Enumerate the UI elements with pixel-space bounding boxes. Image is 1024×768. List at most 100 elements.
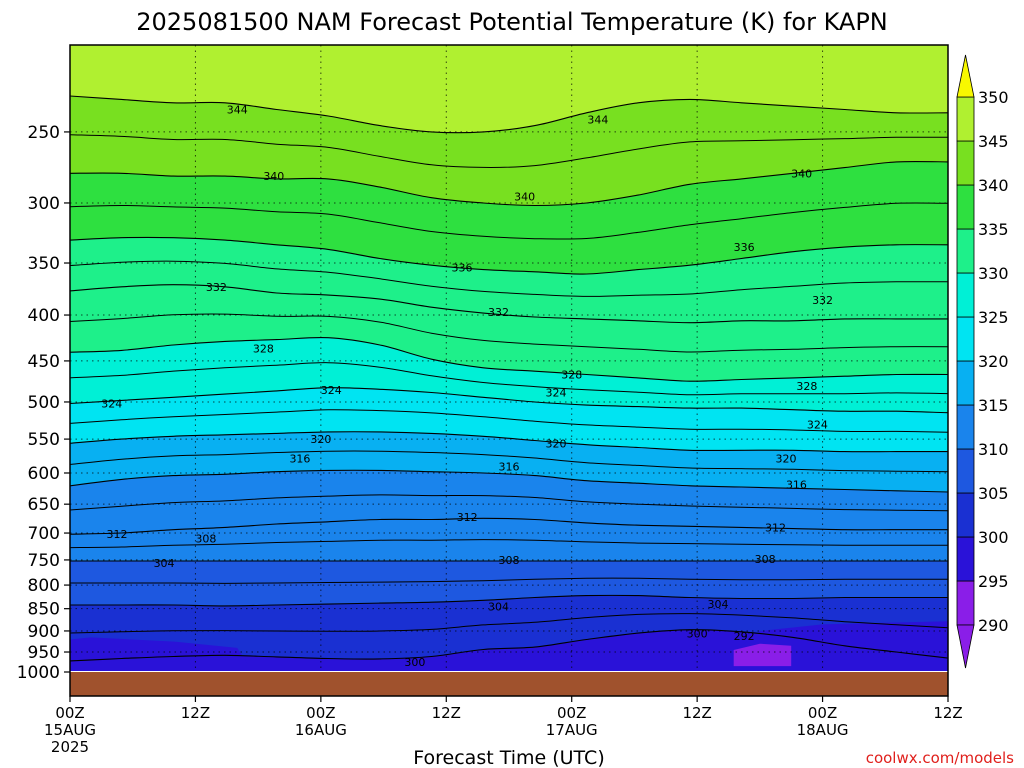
contour-lines: [70, 95, 948, 662]
x-tick-label: 00Z: [808, 704, 837, 722]
colorbar-label: 320: [978, 352, 1009, 371]
colorbar-top-arrow: [956, 54, 975, 98]
y-tick-label: 300: [28, 194, 60, 214]
contour-labels: 344 340 344 340 340 336 336 332 332 332 328 328 328 3…: [101, 103, 833, 669]
contour-label: 320: [546, 437, 567, 450]
isotherm-324: [70, 387, 948, 414]
contour-label: 336: [451, 261, 472, 274]
contour-label: 312: [457, 511, 478, 524]
colorbar-label: 345: [978, 132, 1009, 151]
colorbar-segment: [956, 580, 975, 626]
colorbar-bottom-arrow: [956, 624, 975, 669]
cold-pool-2: [739, 621, 948, 667]
isotherm-332: [70, 284, 948, 324]
contour-label: 292: [734, 630, 755, 643]
x-tick-label: 12Z: [432, 704, 461, 722]
contour-label: 312: [765, 521, 786, 534]
isotherm-326: [70, 362, 948, 396]
contour-label: 324: [101, 398, 122, 411]
contour-label: 336: [734, 241, 755, 254]
contour-label: 324: [807, 419, 828, 432]
isotherm-322: [70, 409, 948, 433]
colorbar-label: 340: [978, 176, 1009, 195]
y-tick-label: 650: [28, 495, 60, 515]
colorbar-label: 325: [978, 308, 1009, 327]
colorbar-segment: [956, 140, 975, 186]
isotherm-300: [70, 629, 948, 662]
colorbar-label: 335: [978, 220, 1009, 239]
plot-frame: [69, 44, 949, 697]
colorbar-segment: [956, 96, 975, 142]
contour-label: 304: [488, 600, 509, 613]
x-tick-label: 17AUG: [546, 721, 598, 739]
y-tick-label: 750: [28, 551, 60, 571]
grid-lines: [70, 45, 948, 671]
colorbar-segment: [956, 360, 975, 406]
colorbar-segment: [956, 272, 975, 318]
contour-label: 324: [321, 384, 342, 397]
y-tick-label: 350: [28, 254, 60, 274]
y-tick-label: 550: [28, 430, 60, 450]
y-tick-label: 500: [28, 393, 60, 413]
contour-label: 300: [404, 656, 425, 669]
colorbar-label: 295: [978, 572, 1009, 591]
y-tick-label: 700: [28, 524, 60, 544]
x-tick-label: 16AUG: [295, 721, 347, 739]
colorbar-label: 300: [978, 528, 1009, 547]
contour-label: 328: [253, 343, 274, 356]
x-axis-label: Forecast Time (UTC): [413, 747, 604, 768]
contour-label: 328: [796, 380, 817, 393]
isotherm-304: [70, 594, 948, 607]
contour-label: 316: [289, 452, 310, 465]
contour-label: 316: [786, 479, 807, 492]
y-tick-label: 600: [28, 464, 60, 484]
y-tick-label: 1000: [17, 663, 60, 683]
contour-label: 300: [687, 628, 708, 641]
coldest-core: [733, 643, 792, 667]
y-tick-label: 800: [28, 576, 60, 596]
x-tick-label: 00Z: [557, 704, 586, 722]
contour-label: 332: [206, 281, 227, 294]
plot-area: 344 340 344 340 340 336 336 332 332 332 328 328 328 3…: [69, 44, 949, 697]
colorbar-segment: [956, 404, 975, 450]
x-tick-label: 2025: [51, 738, 89, 756]
contour-label: 308: [195, 533, 216, 546]
contour-label: 324: [546, 387, 567, 400]
colorbar-segment: [956, 316, 975, 362]
contour-label: 304: [154, 557, 175, 570]
colorbar-label: 305: [978, 484, 1009, 503]
chart-title: 2025081500 NAM Forecast Potential Temper…: [136, 8, 888, 36]
contour-label: 304: [708, 598, 729, 611]
contour-label: 340: [791, 167, 812, 180]
contour-label: 332: [812, 294, 833, 307]
colorbar: 290 295 300 305 310 315 320 325 330 335 340 345 350: [956, 54, 1009, 669]
colorbar-segment: [956, 228, 975, 274]
band-below-300: [70, 629, 948, 671]
colorbar-segment: [956, 492, 975, 538]
isotherm-344: [70, 95, 948, 134]
colorbar-label: 350: [978, 88, 1009, 107]
isotherm-330: [70, 313, 948, 353]
x-tick-label: 18AUG: [797, 721, 849, 739]
y-tick-label: 850: [28, 600, 60, 620]
colorbar-label: 290: [978, 616, 1009, 635]
colorbar-label: 315: [978, 396, 1009, 415]
isotherm-312: [70, 517, 948, 535]
x-tick-label: 00Z: [306, 704, 335, 722]
y-tick-label: 950: [28, 643, 60, 663]
x-tick-label: 15AUG: [44, 721, 96, 739]
contour-label: 340: [514, 190, 535, 203]
contour-label: 332: [488, 306, 509, 319]
isotherm-320: [70, 431, 948, 453]
contour-label: 316: [499, 460, 520, 473]
isotherm-334: [70, 260, 948, 297]
credit-text: coolwx.com/models: [866, 749, 1014, 767]
colorbar-segment: [956, 536, 975, 582]
isotherm-340: [70, 160, 948, 207]
isotherm-314: [70, 494, 948, 512]
contour-label: 308: [499, 554, 520, 567]
y-tick-label: 400: [28, 306, 60, 326]
contour-label: 320: [310, 433, 331, 446]
